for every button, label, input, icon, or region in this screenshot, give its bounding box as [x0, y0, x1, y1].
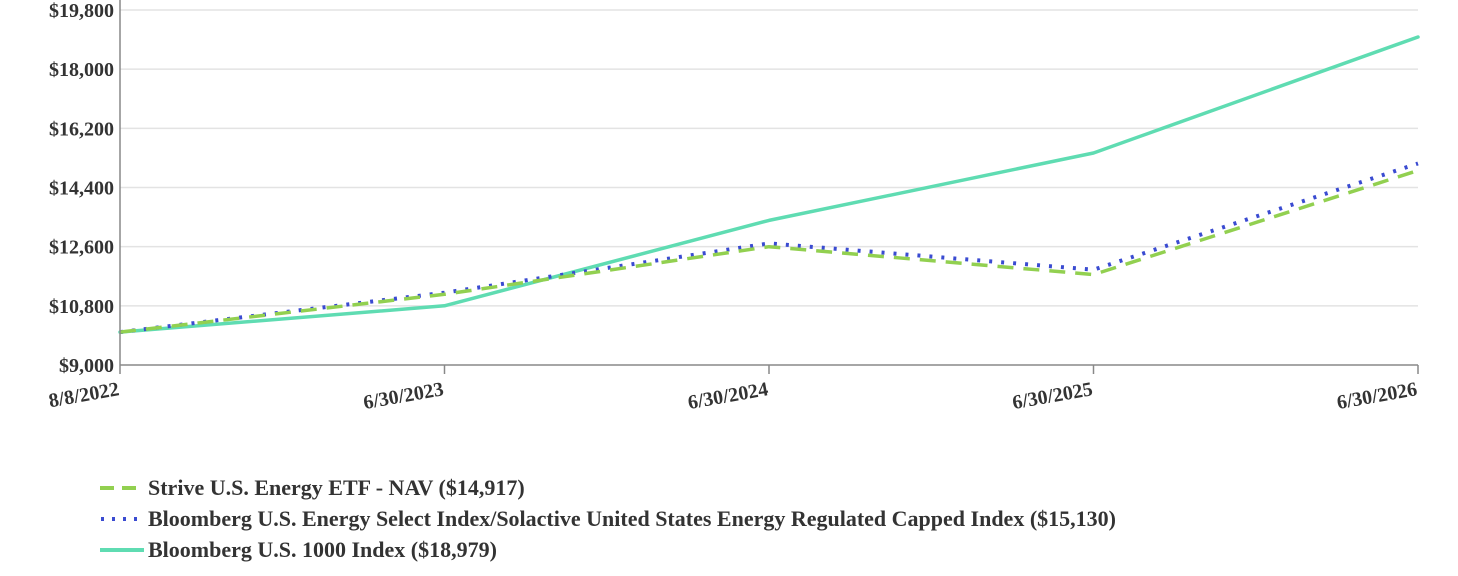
legend-label: Bloomberg U.S. 1000 Index ($18,979) — [148, 536, 497, 562]
line-chart: $9,000 $10,800 $12,600 $14,400 $16,200 $18,00… — [47, 0, 1420, 414]
series-line-dashed — [119, 168, 1419, 334]
x-tick-label: 6/30/2023 — [362, 378, 446, 414]
y-tick-label: $18,000 — [49, 59, 114, 81]
gridlines — [120, 9, 1418, 307]
y-tick-label: $9,000 — [59, 355, 114, 377]
legend-label: Bloomberg U.S. Energy Select Index/Solac… — [148, 505, 1116, 531]
x-tick-label: 8/8/2022 — [47, 378, 121, 412]
y-tick-label: $12,600 — [49, 237, 114, 259]
series-lines — [118, 35, 1420, 335]
y-tick-label: $10,800 — [49, 296, 114, 318]
dotted-line-swatch-icon — [101, 516, 144, 521]
y-tick-label: $19,800 — [49, 0, 114, 22]
y-tick-label: $14,400 — [49, 178, 114, 200]
legend-item-energy-select-index: Bloomberg U.S. Energy Select Index/Solac… — [98, 503, 1116, 534]
legend-label: Strive U.S. Energy ETF - NAV ($14,917) — [148, 474, 525, 500]
legend-item-us-1000-index: Bloomberg U.S. 1000 Index ($18,979) — [98, 534, 1116, 565]
solid-line-swatch-icon — [100, 547, 144, 552]
x-tick-label: 6/30/2026 — [1335, 378, 1419, 414]
x-axis-ticks: 8/8/2022 6/30/2023 6/30/2024 6/30/2025 6/30/… — [47, 378, 1419, 414]
series-line-solid — [118, 35, 1420, 334]
x-tick-label: 6/30/2025 — [1011, 378, 1095, 414]
axes — [119, 0, 1419, 374]
legend-item-strive-etf: Strive U.S. Energy ETF - NAV ($14,917) — [98, 472, 1116, 503]
legend: Strive U.S. Energy ETF - NAV ($14,917) B… — [98, 472, 1116, 565]
x-tick-label: 6/30/2024 — [686, 378, 770, 414]
y-tick-label: $16,200 — [49, 118, 114, 140]
y-axis-ticks: $9,000 $10,800 $12,600 $14,400 $16,200 $18,00… — [49, 0, 114, 377]
dashed-line-swatch-icon — [100, 485, 144, 490]
